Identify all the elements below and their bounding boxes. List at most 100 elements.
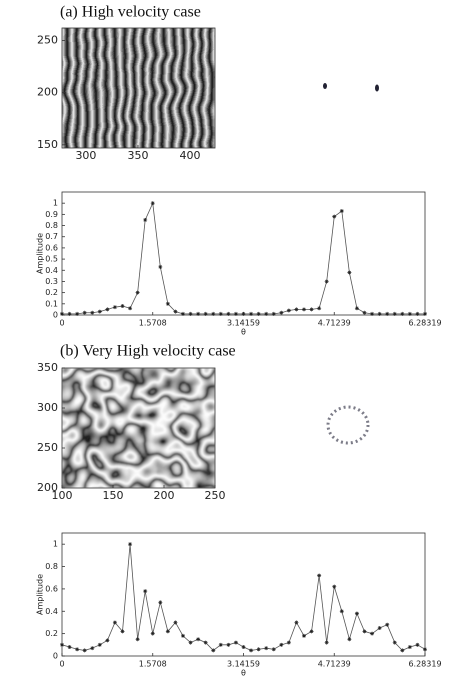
data-point <box>165 629 170 634</box>
data-point <box>362 310 367 315</box>
data-point <box>279 642 284 647</box>
data-point <box>377 626 382 631</box>
data-point <box>294 620 299 625</box>
data-point <box>226 311 231 316</box>
data-point <box>135 637 140 642</box>
x-tick-label: 4.71239 <box>318 319 351 328</box>
data-point <box>150 631 155 636</box>
data-point <box>158 600 163 605</box>
x-tick-label: 6.28319 <box>408 319 441 328</box>
data-point <box>400 311 405 316</box>
panel-title: (b) Very High velocity case <box>60 343 236 360</box>
x-tick-label: 0 <box>59 660 64 669</box>
data-point <box>60 311 64 316</box>
y-axis-label: Amplitude <box>36 233 45 274</box>
y-axis-label: Amplitude <box>36 574 45 615</box>
axes-frame <box>61 367 216 489</box>
data-point <box>377 311 382 316</box>
y-tick-label: 250 <box>37 441 58 454</box>
x-tick-label: 1.5708 <box>139 319 167 328</box>
data-point <box>392 311 397 316</box>
data-point <box>286 308 291 313</box>
data-point <box>90 646 95 651</box>
y-tick-label: 1 <box>53 540 58 549</box>
data-point <box>279 310 284 315</box>
data-point <box>354 306 359 311</box>
data-point <box>392 640 397 645</box>
data-point <box>105 307 110 312</box>
data-point <box>370 311 375 316</box>
y-tick-label: 0.2 <box>45 288 58 297</box>
data-point <box>188 311 193 316</box>
data-point <box>196 311 201 316</box>
y-tick-label: 200 <box>37 481 58 494</box>
axes-frame <box>61 191 426 316</box>
data-point <box>135 290 140 295</box>
data-point <box>347 637 352 642</box>
data-point <box>423 311 428 316</box>
data-point <box>241 645 246 650</box>
y-tick-label: 250 <box>37 34 58 47</box>
y-tick-label: 0.6 <box>45 584 58 593</box>
data-point <box>211 648 216 653</box>
data-point <box>112 620 117 625</box>
data-point <box>143 589 148 594</box>
data-point <box>203 311 208 316</box>
data-point <box>302 307 306 312</box>
x-axis-label: θ <box>241 669 246 678</box>
data-point <box>324 279 329 284</box>
data-point <box>264 646 269 651</box>
x-tick-label: 300 <box>75 149 96 162</box>
y-tick-label: 0 <box>53 652 58 661</box>
data-point <box>90 310 95 315</box>
data-point <box>67 311 72 316</box>
x-tick-label: 400 <box>180 149 201 162</box>
x-tick-label: 3.14159 <box>227 660 260 669</box>
maze-image <box>62 368 215 488</box>
axes-frame <box>61 27 216 149</box>
data-point <box>256 647 261 652</box>
data-point <box>128 306 133 311</box>
data-point <box>75 311 80 316</box>
data-point <box>339 609 344 614</box>
data-point <box>105 638 110 643</box>
y-tick-label: 0.6 <box>45 243 58 252</box>
data-point <box>218 642 223 647</box>
data-point <box>256 311 261 316</box>
data-point <box>309 629 314 634</box>
data-point <box>181 633 185 638</box>
x-tick-label: 100 <box>52 489 73 502</box>
y-tick-label: 0.9 <box>45 210 58 219</box>
data-point <box>165 301 170 306</box>
data-point <box>407 311 412 316</box>
data-point <box>415 642 420 647</box>
y-tick-label: 0.4 <box>45 607 58 616</box>
data-point <box>332 214 337 219</box>
y-tick-label: 0.3 <box>45 277 58 286</box>
y-tick-label: 0.5 <box>45 255 58 264</box>
data-point <box>339 209 344 214</box>
panel-title: (a) High velocity case <box>60 4 201 21</box>
data-point <box>271 311 276 316</box>
y-tick-label: 200 <box>37 86 58 99</box>
data-point <box>173 620 178 625</box>
y-tick-label: 350 <box>37 361 58 374</box>
y-tick-label: 0.4 <box>45 266 58 275</box>
data-point <box>188 640 193 645</box>
y-tick-label: 0 <box>53 311 58 320</box>
y-tick-label: 150 <box>37 138 58 151</box>
data-line <box>61 544 426 651</box>
x-tick-label: 0 <box>59 319 64 328</box>
x-tick-label: 6.28319 <box>408 660 441 669</box>
data-point <box>415 311 420 316</box>
data-point <box>120 304 125 309</box>
data-point <box>362 629 367 634</box>
data-point <box>82 648 87 653</box>
data-point <box>203 640 208 645</box>
data-point <box>82 310 87 315</box>
data-point <box>128 542 133 547</box>
y-tick-label: 0.8 <box>45 562 58 571</box>
fft-ring <box>326 405 370 445</box>
